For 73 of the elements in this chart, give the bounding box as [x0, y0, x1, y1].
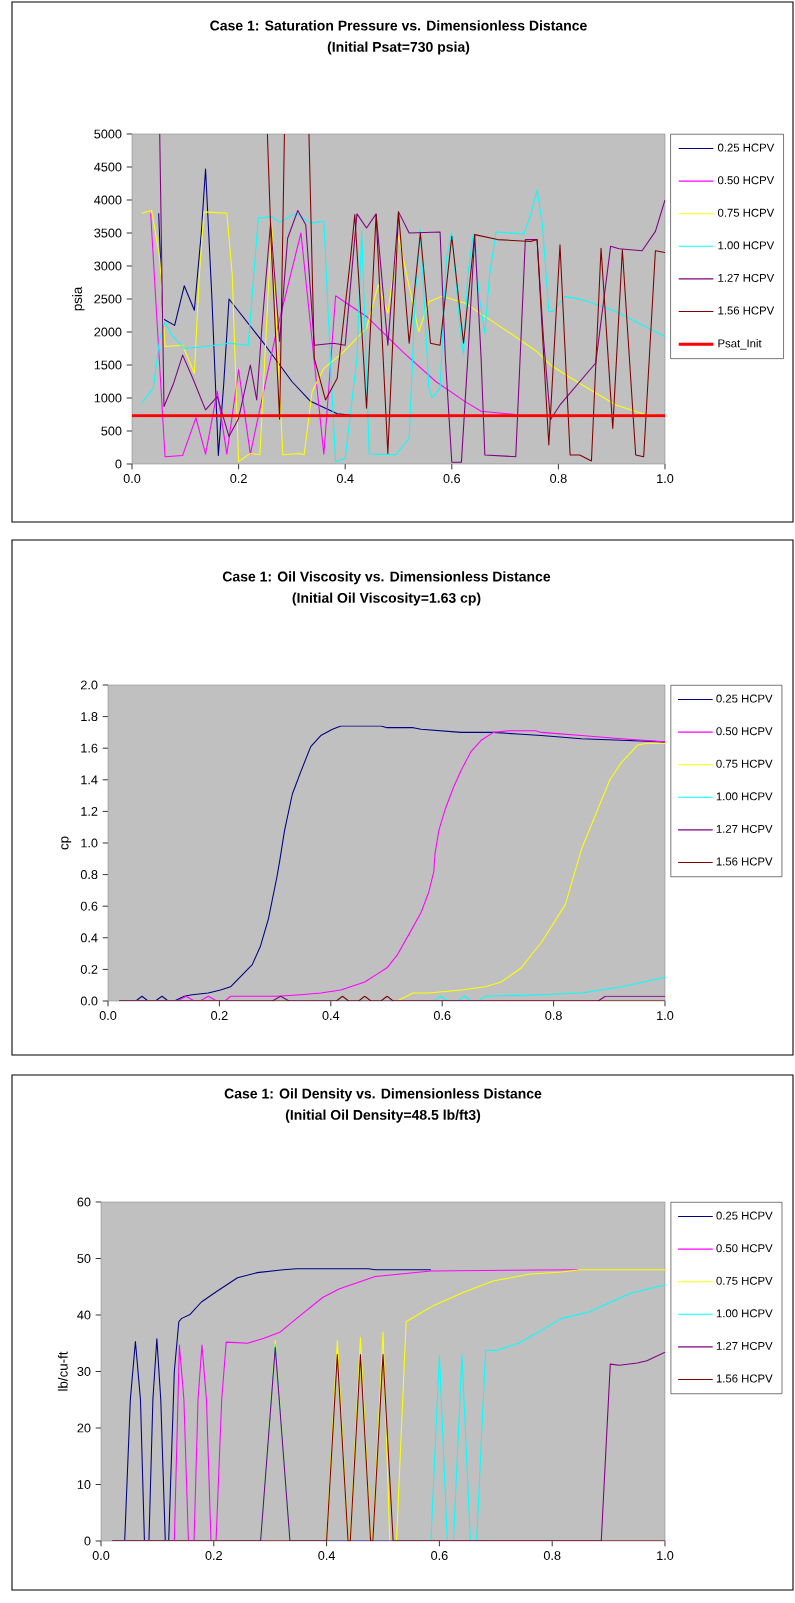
y-tick-label: 1.8: [81, 712, 98, 722]
x-tick-label: 0.6: [433, 1011, 451, 1021]
legend-label: 0.75 HCPV: [716, 759, 773, 768]
x-tick-label: 0.8: [545, 1011, 562, 1021]
y-tick-label: 3000: [94, 261, 122, 271]
y-tick-label: 0: [115, 459, 122, 469]
x-tick-label: 1.0: [657, 474, 674, 484]
y-tick-label: 2.0: [80, 680, 98, 690]
legend-label: 1.27 HCPV: [716, 1341, 773, 1350]
y-tick-label: 0.0: [80, 996, 98, 1006]
legend-label: 1.27 HCPV: [718, 273, 775, 282]
legend-label: 1.56 HCPV: [716, 1374, 773, 1383]
x-tick-label: 0.4: [336, 474, 354, 484]
legend-label: 0.50 HCPV: [717, 176, 775, 185]
chart-subtitle: (Initial Oil Density=48.5 lb/ft3): [285, 1109, 481, 1123]
y-tick-label: 0: [84, 1536, 91, 1546]
y-tick-label: 0.6: [80, 901, 98, 911]
y-tick-label: 40: [77, 1310, 91, 1320]
y-tick-label: 500: [101, 426, 122, 436]
y-tick-label: 3500: [94, 228, 122, 238]
y-tick-label: 0.4: [80, 933, 98, 943]
x-tick-label: 0.6: [443, 474, 461, 484]
y-tick-label: 10: [77, 1480, 91, 1489]
x-tick-label: 0.2: [211, 1011, 228, 1021]
x-tick-label: 0.6: [431, 1551, 448, 1560]
y-tick-label: 0.2: [80, 964, 98, 974]
y-tick-label: 60: [77, 1197, 91, 1207]
legend-label: 0.25 HCPV: [717, 143, 775, 152]
legend-label: 0.50 HCPV: [716, 727, 773, 736]
x-tick-label: 0.2: [205, 1551, 222, 1560]
y-tick-label: 1.2: [81, 806, 98, 816]
y-tick-label: 1500: [94, 360, 122, 370]
y-tick-label: 4500: [94, 162, 122, 172]
chart-title: Case 1: Oil Viscosity vs. Dimensionless Distance: [222, 571, 551, 585]
y-tick-label: 20: [77, 1423, 91, 1433]
y-tick-label: 50: [77, 1254, 91, 1263]
legend-label: 1.27 HCPV: [716, 824, 773, 833]
y-tick-label: 1.6: [81, 743, 98, 753]
legend-label: 0.75 HCPV: [717, 208, 775, 217]
y-tick-label: 2000: [94, 327, 122, 337]
y-tick-label: 4000: [94, 195, 122, 205]
x-tick-label: 0.8: [550, 474, 567, 484]
x-tick-label: 0.2: [230, 474, 247, 484]
y-axis-title: cp: [61, 836, 72, 850]
y-axis-title: psia: [72, 286, 85, 311]
y-axis-title: lb/cu-ft: [57, 1351, 68, 1391]
x-tick-label: 0.0: [123, 474, 141, 484]
legend-label: 0.25 HCPV: [716, 694, 773, 703]
y-tick-label: 1.0: [81, 838, 98, 848]
x-tick-label: 0.4: [322, 1011, 340, 1021]
y-tick-label: 30: [77, 1367, 91, 1376]
legend-label: 1.56 HCPV: [718, 306, 775, 315]
legend-label: 0.25 HCPV: [716, 1211, 773, 1220]
y-tick-label: 0.8: [80, 870, 98, 880]
y-tick-label: 5000: [94, 129, 122, 139]
legend-label: 0.75 HCPV: [716, 1276, 773, 1285]
chart-title: Case 1: Oil Density vs. Dimensionless Distance: [224, 1088, 542, 1102]
chart-subtitle: (Initial Oil Viscosity=1.63 cp): [292, 592, 481, 606]
x-tick-label: 0.4: [318, 1551, 336, 1560]
legend-label: 1.00 HCPV: [716, 792, 773, 801]
legend-label: Psat_Init: [718, 339, 762, 350]
legend-label: 0.50 HCPV: [716, 1244, 773, 1253]
y-tick-label: 1000: [94, 393, 122, 403]
x-tick-label: 1.0: [657, 1011, 674, 1021]
legend-label: 1.56 HCPV: [716, 857, 773, 866]
legend-label: 1.00 HCPV: [716, 1309, 773, 1318]
chart-title: Case 1: Saturation Pressure vs. Dimensionless Distance: [210, 20, 587, 31]
chart-subtitle: (Initial Psat=730 psia): [327, 41, 470, 55]
legend-label: 1.00 HCPV: [718, 241, 775, 250]
y-tick-label: 1.4: [81, 775, 98, 785]
x-tick-label: 0.8: [543, 1551, 561, 1560]
y-tick-label: 2500: [94, 294, 122, 304]
x-tick-label: 1.0: [657, 1551, 674, 1560]
